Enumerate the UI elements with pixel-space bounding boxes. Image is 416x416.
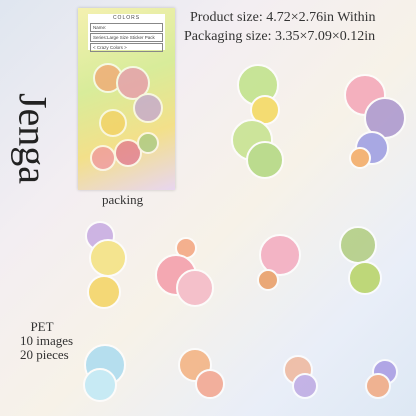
package-theme: < Crazy Colors > xyxy=(90,43,163,52)
package: COLORS Name: Series:Large Size Sticker P… xyxy=(78,8,175,190)
package-series: Series:Large Size Sticker Pack xyxy=(90,33,163,42)
package-name: Name: xyxy=(90,23,163,32)
specs: PET 10 images 20 pieces xyxy=(20,319,74,362)
product-size: Product size: 4.72×2.76in Within xyxy=(190,10,376,25)
package-art xyxy=(90,63,163,171)
package-label: COLORS Name: Series:Large Size Sticker P… xyxy=(88,14,165,52)
package-caption: packing xyxy=(102,192,144,207)
image-count: 10 images xyxy=(20,333,74,348)
piece-count: 20 pieces xyxy=(20,347,69,362)
brand: Jenga xyxy=(10,92,56,185)
packaging-size: Packaging size: 3.35×7.09×0.12in xyxy=(184,29,376,44)
material: PET xyxy=(30,319,54,334)
package-logo: COLORS xyxy=(112,15,141,21)
